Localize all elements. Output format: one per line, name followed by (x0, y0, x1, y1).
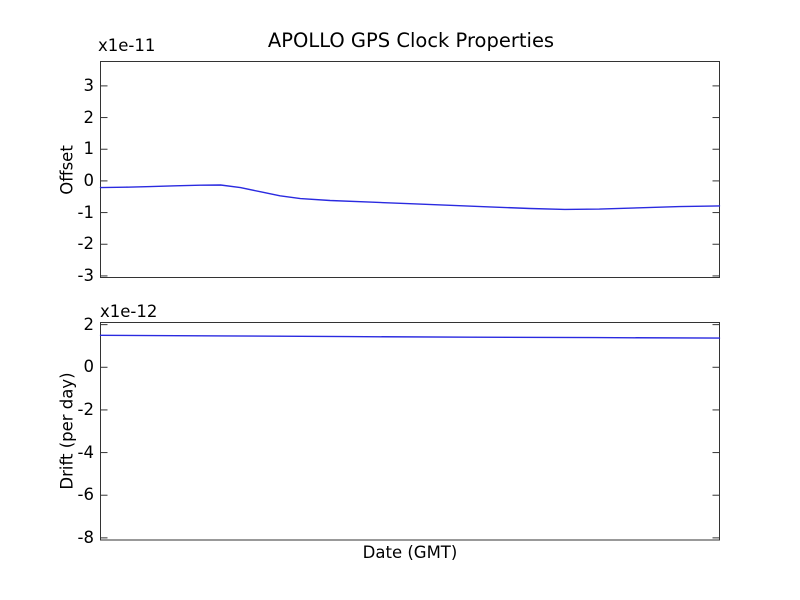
y-tick-label: -8 (77, 527, 94, 547)
y-tick-label: 2 (83, 107, 95, 127)
y-tick-label: -3 (77, 265, 94, 285)
axes-box (100, 322, 720, 541)
offset-scale-label: x1e-11 (98, 36, 156, 55)
y-tick-label: 3 (83, 75, 95, 95)
chart-title: APOLLO GPS Clock Properties (267, 29, 555, 52)
drift-line (99, 334, 721, 339)
offset-line (99, 184, 721, 211)
y-tick-label: 0 (83, 357, 95, 377)
axes-box (100, 61, 720, 278)
y-tick-label: -1 (77, 202, 94, 222)
y-tick-label: -2 (77, 399, 94, 419)
y-tick-label: -4 (77, 442, 94, 462)
drift-scale-label: x1e-12 (100, 302, 158, 321)
y-tick-label: 1 (83, 139, 95, 159)
y-tick-label: 2 (83, 314, 95, 334)
x-axis-label: Date (GMT) (362, 543, 458, 562)
drift-axis-label: Drift (per day) (57, 372, 77, 490)
y-tick-label: -2 (77, 234, 94, 254)
y-tick-label: -6 (77, 485, 94, 505)
y-tick-label: 0 (83, 170, 95, 190)
